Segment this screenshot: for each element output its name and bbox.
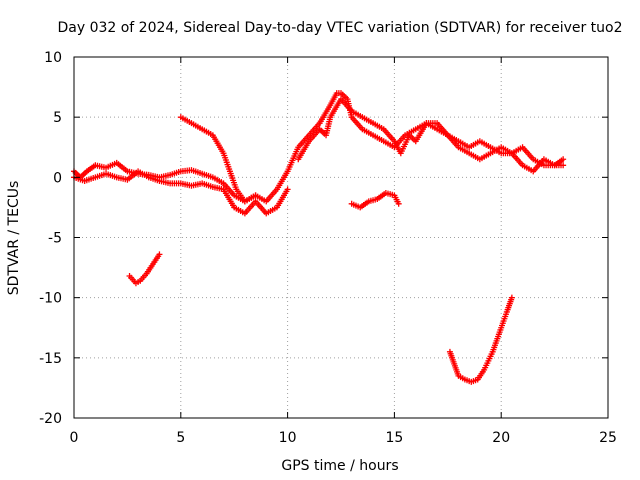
x-tick-label: 25 bbox=[599, 430, 617, 446]
y-tick-label: 5 bbox=[53, 110, 62, 126]
data-point bbox=[284, 186, 291, 193]
y-tick-label: 0 bbox=[53, 170, 62, 186]
x-tick-label: 20 bbox=[492, 430, 510, 446]
x-tick-label: 15 bbox=[385, 430, 403, 446]
axis-ticks: 0 5 10 15 20 25 -20 -15 -10 -5 0 5 10 bbox=[39, 50, 617, 446]
y-tick-label: -10 bbox=[39, 291, 62, 307]
series-trace-a bbox=[71, 90, 567, 205]
series-trace-d bbox=[126, 251, 163, 287]
y-tick-label: -15 bbox=[39, 351, 62, 367]
y-tick-label: 10 bbox=[44, 50, 62, 66]
data-point bbox=[395, 200, 402, 207]
series-trace-b bbox=[71, 168, 291, 217]
y-tick-label: -5 bbox=[48, 231, 62, 247]
x-tick-label: 0 bbox=[70, 430, 79, 446]
data-point bbox=[560, 162, 567, 169]
y-axis-label: SDTVAR / TECUs bbox=[6, 181, 22, 296]
series-trace-f bbox=[446, 294, 515, 385]
grid-lines bbox=[74, 57, 608, 418]
x-tick-label: 10 bbox=[279, 430, 297, 446]
data-point bbox=[252, 192, 259, 199]
series-trace-c bbox=[177, 114, 259, 205]
series-trace-g bbox=[295, 96, 567, 175]
data-marks bbox=[71, 90, 567, 385]
series-trace-e bbox=[348, 189, 402, 211]
data-point bbox=[560, 156, 567, 163]
x-tick-label: 5 bbox=[176, 430, 185, 446]
y-tick-label: -20 bbox=[39, 411, 62, 427]
data-point bbox=[156, 251, 163, 258]
chart-title: Day 032 of 2024, Sidereal Day-to-day VTE… bbox=[57, 20, 622, 36]
x-axis-label: GPS time / hours bbox=[281, 458, 398, 474]
data-point bbox=[508, 294, 515, 301]
